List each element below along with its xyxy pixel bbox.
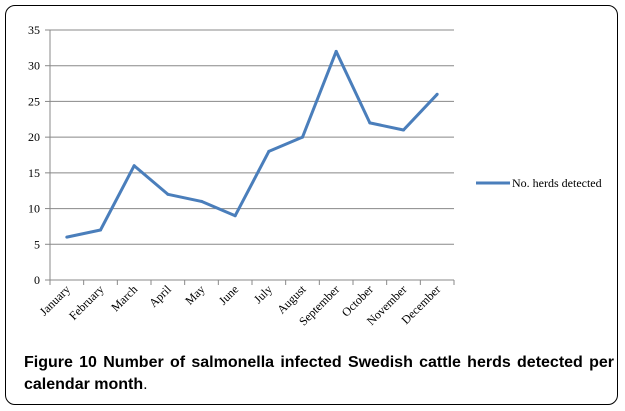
- data-point: [166, 192, 170, 196]
- gridlines: [50, 29, 454, 245]
- data-point: [65, 235, 69, 239]
- y-tick-label: 5: [34, 237, 40, 251]
- x-tick-label: July: [251, 282, 275, 306]
- data-point: [435, 92, 439, 96]
- series-group: [65, 49, 439, 239]
- data-point: [301, 135, 304, 139]
- x-tick-label: March: [108, 282, 140, 314]
- x-tick-label: June: [216, 282, 241, 307]
- y-tick-label: 35: [28, 23, 40, 37]
- caption-label: Figure 10: [24, 354, 97, 371]
- caption-end: .: [143, 376, 148, 393]
- x-tick-label: February: [66, 282, 107, 323]
- data-point: [132, 164, 136, 168]
- y-tick-label: 30: [28, 59, 40, 73]
- x-tick-label: May: [182, 282, 207, 307]
- x-tick-label: April: [146, 282, 174, 310]
- legend-label: No. herds detected: [512, 176, 602, 190]
- data-point: [99, 228, 102, 232]
- y-tick-label: 25: [28, 94, 40, 108]
- series-line: [66, 49, 439, 239]
- figure-frame: [5, 5, 618, 405]
- caption-text: Number of salmonella infected Swedish ca…: [24, 354, 614, 393]
- data-point: [334, 49, 338, 53]
- data-point: [402, 128, 405, 132]
- y-tick-label: 15: [28, 166, 40, 180]
- y-axis-ticks: 0 5 10 15 20 25 30 35: [28, 23, 50, 287]
- y-tick-label: 20: [28, 130, 40, 144]
- data-point: [200, 199, 203, 203]
- data-point: [233, 214, 237, 218]
- data-point: [368, 121, 372, 125]
- legend: No. herds detected: [476, 176, 602, 190]
- y-tick-label: 10: [28, 202, 40, 216]
- data-point: [267, 149, 271, 153]
- y-tick-label: 0: [34, 273, 40, 287]
- figure-caption: Figure 10 Number of salmonella infected …: [24, 352, 614, 396]
